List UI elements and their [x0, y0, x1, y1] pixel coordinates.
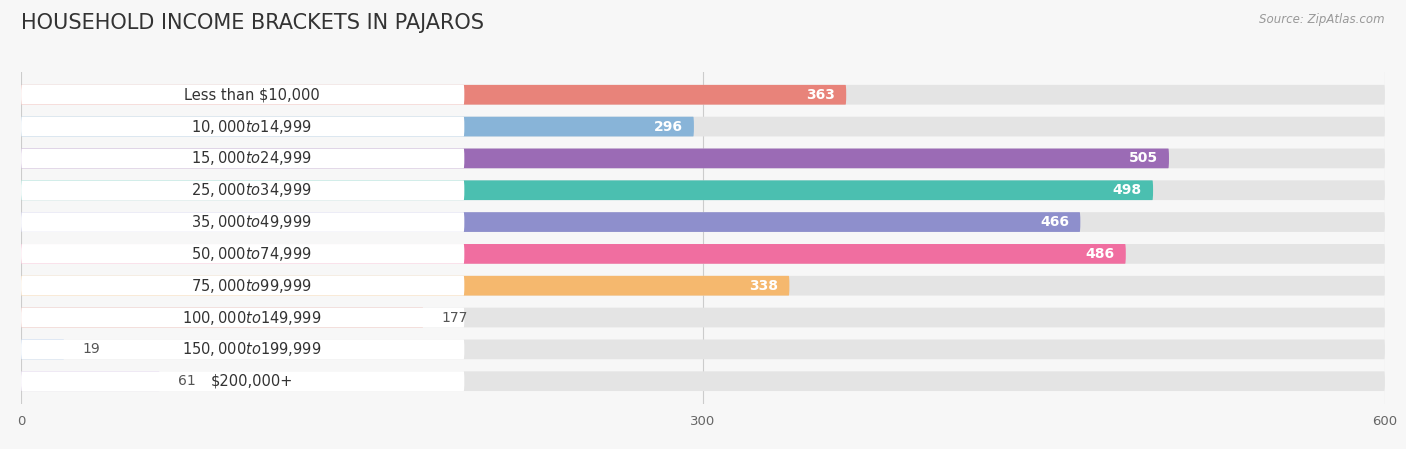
Text: $50,000 to $74,999: $50,000 to $74,999: [191, 245, 312, 263]
FancyBboxPatch shape: [21, 85, 464, 105]
Text: Source: ZipAtlas.com: Source: ZipAtlas.com: [1260, 13, 1385, 26]
Text: $35,000 to $49,999: $35,000 to $49,999: [191, 213, 312, 231]
FancyBboxPatch shape: [21, 212, 1385, 232]
FancyBboxPatch shape: [21, 149, 464, 168]
FancyBboxPatch shape: [21, 308, 1385, 327]
FancyBboxPatch shape: [21, 244, 464, 264]
Text: 61: 61: [179, 374, 195, 388]
Text: 177: 177: [441, 311, 468, 325]
FancyBboxPatch shape: [21, 339, 1385, 359]
Text: $15,000 to $24,999: $15,000 to $24,999: [191, 150, 312, 167]
Text: 19: 19: [83, 342, 100, 357]
FancyBboxPatch shape: [21, 85, 846, 105]
Text: HOUSEHOLD INCOME BRACKETS IN PAJAROS: HOUSEHOLD INCOME BRACKETS IN PAJAROS: [21, 13, 484, 34]
Text: $25,000 to $34,999: $25,000 to $34,999: [191, 181, 312, 199]
FancyBboxPatch shape: [21, 276, 789, 295]
Text: 498: 498: [1112, 183, 1142, 197]
Text: 486: 486: [1085, 247, 1115, 261]
FancyBboxPatch shape: [21, 117, 1385, 136]
FancyBboxPatch shape: [21, 117, 464, 136]
FancyBboxPatch shape: [21, 339, 464, 359]
FancyBboxPatch shape: [21, 117, 695, 136]
Text: 296: 296: [654, 119, 682, 134]
FancyBboxPatch shape: [21, 339, 65, 359]
FancyBboxPatch shape: [21, 276, 464, 295]
FancyBboxPatch shape: [21, 149, 1168, 168]
FancyBboxPatch shape: [21, 180, 1385, 200]
FancyBboxPatch shape: [21, 149, 1385, 168]
Text: $150,000 to $199,999: $150,000 to $199,999: [181, 340, 322, 358]
Text: Less than $10,000: Less than $10,000: [184, 87, 319, 102]
FancyBboxPatch shape: [21, 244, 1126, 264]
FancyBboxPatch shape: [21, 212, 464, 232]
Text: 505: 505: [1129, 151, 1157, 165]
Text: $75,000 to $99,999: $75,000 to $99,999: [191, 277, 312, 295]
Text: $100,000 to $149,999: $100,000 to $149,999: [181, 308, 322, 326]
FancyBboxPatch shape: [21, 308, 464, 327]
Text: $200,000+: $200,000+: [211, 374, 292, 389]
FancyBboxPatch shape: [21, 371, 464, 391]
Text: 338: 338: [749, 279, 778, 293]
FancyBboxPatch shape: [21, 180, 464, 200]
FancyBboxPatch shape: [21, 212, 1080, 232]
FancyBboxPatch shape: [21, 371, 160, 391]
Text: 466: 466: [1040, 215, 1069, 229]
FancyBboxPatch shape: [21, 180, 1153, 200]
FancyBboxPatch shape: [21, 85, 1385, 105]
Text: $10,000 to $14,999: $10,000 to $14,999: [191, 118, 312, 136]
FancyBboxPatch shape: [21, 276, 1385, 295]
FancyBboxPatch shape: [21, 244, 1385, 264]
FancyBboxPatch shape: [21, 308, 423, 327]
FancyBboxPatch shape: [21, 371, 1385, 391]
Text: 363: 363: [806, 88, 835, 102]
